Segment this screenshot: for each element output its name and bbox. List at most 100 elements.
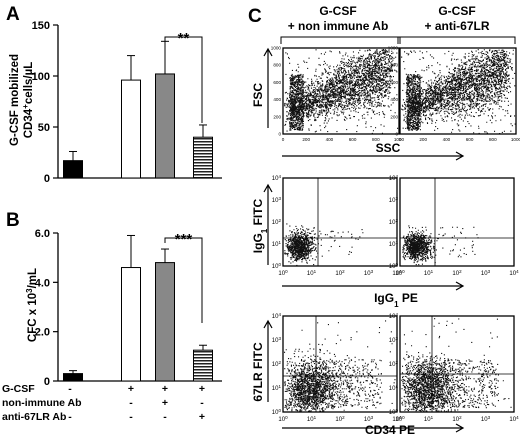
y-tick-label: 400 xyxy=(273,97,281,102)
y-tick-exp: 0 xyxy=(278,262,281,267)
condition-mark: + xyxy=(162,383,168,395)
y-tick-base: 10 xyxy=(389,176,396,182)
y-tick-exp: 3 xyxy=(278,336,281,341)
x-tick-exp: 3 xyxy=(371,415,374,420)
y-tick-base: 10 xyxy=(389,264,396,270)
x-tick-base: 10 xyxy=(278,271,285,277)
y-tick-base: 10 xyxy=(389,386,396,392)
condition-mark: - xyxy=(163,411,167,423)
y-tick-base: 10 xyxy=(389,242,396,248)
x-tick-base: 10 xyxy=(335,417,342,423)
x-tick-base: 10 xyxy=(395,417,402,423)
y-tick-label: 4.0 xyxy=(35,277,50,289)
y-tick-label: 102 xyxy=(272,218,282,227)
y-tick-label: 102 xyxy=(389,360,399,369)
y-tick-label: 200 xyxy=(390,114,398,119)
x-tick-label: 100 xyxy=(278,269,288,278)
x-tick-label: 800 xyxy=(372,137,380,142)
x-tick-label: 104 xyxy=(509,415,519,424)
x-tick-base: 10 xyxy=(392,271,399,277)
condition-mark: - xyxy=(200,397,204,409)
bar xyxy=(193,136,213,179)
x-tick-label: 101 xyxy=(424,269,434,278)
col2-title-bracket xyxy=(397,36,516,44)
y-tick-base: 10 xyxy=(389,314,396,320)
x-tick-label: 0 xyxy=(399,137,402,142)
x-tick-exp: 2 xyxy=(459,415,462,420)
x-tick-label: 0 xyxy=(282,137,285,142)
row1-ylabel: FSC xyxy=(251,83,265,107)
y-tick-base: 10 xyxy=(272,386,279,392)
row1-y-arrow xyxy=(263,47,273,128)
flow-cytometry-plots: 0020020040040060060080080010001000002002… xyxy=(271,46,520,424)
x-tick-base: 10 xyxy=(278,417,285,423)
y-tick-label: 100 xyxy=(389,408,399,417)
y-tick-label: 103 xyxy=(272,196,282,205)
x-tick-label: 200 xyxy=(419,137,427,142)
x-tick-exp: 1 xyxy=(431,269,434,274)
x-tick-label: 104 xyxy=(509,269,519,278)
y-tick-label: 150 xyxy=(32,20,50,32)
row2-y-arrow xyxy=(263,183,273,265)
x-tick-exp: 3 xyxy=(488,415,491,420)
plot-frame xyxy=(282,47,400,135)
x-tick-label: 102 xyxy=(452,269,462,278)
significance-bracket xyxy=(164,36,203,123)
y-tick-label: 800 xyxy=(390,63,398,68)
x-tick-exp: 4 xyxy=(399,269,402,274)
y-tick-exp: 1 xyxy=(395,384,398,389)
x-tick-base: 10 xyxy=(481,271,488,277)
panel-b-letter: B xyxy=(6,210,20,231)
x-tick-label: 400 xyxy=(443,137,451,142)
y-tick-label: 0 xyxy=(278,132,281,137)
x-tick-exp: 3 xyxy=(371,269,374,274)
y-tick-label: 600 xyxy=(390,80,398,85)
condition-mark: - xyxy=(68,397,72,409)
x-tick-exp: 0 xyxy=(402,269,405,274)
x-tick-label: 200 xyxy=(302,137,310,142)
y-tick-label: 101 xyxy=(389,384,399,393)
x-tick-exp: 2 xyxy=(342,269,345,274)
x-tick-label: 103 xyxy=(481,269,491,278)
x-tick-base: 10 xyxy=(307,417,314,423)
x-tick-exp: 2 xyxy=(342,415,345,420)
x-tick-exp: 2 xyxy=(459,269,462,274)
plot-frame xyxy=(399,315,515,413)
condition-mark: + xyxy=(199,411,205,423)
y-tick-label: 103 xyxy=(272,336,282,345)
significance-stars: *** xyxy=(175,231,193,248)
x-tick-label: 101 xyxy=(307,269,317,278)
condition-mark: + xyxy=(128,383,134,395)
y-tick-exp: 2 xyxy=(395,218,398,223)
event-dots xyxy=(402,225,479,266)
y-tick-label: 101 xyxy=(272,384,282,393)
y-tick-exp: 1 xyxy=(278,384,281,389)
event-dots xyxy=(401,49,516,135)
y-tick-label: 101 xyxy=(272,240,282,249)
event-dots xyxy=(401,318,512,413)
x-tick-label: 103 xyxy=(364,415,374,424)
x-tick-label: 102 xyxy=(335,269,345,278)
event-dots xyxy=(284,223,364,266)
condition-mark: + xyxy=(199,383,205,395)
y-tick-label: 800 xyxy=(273,63,281,68)
x-tick-exp: 4 xyxy=(516,269,519,274)
y-tick-base: 10 xyxy=(272,264,279,270)
y-tick-exp: 0 xyxy=(278,408,281,413)
y-tick-label: 104 xyxy=(272,312,282,321)
y-tick-exp: 0 xyxy=(395,408,398,413)
y-tick-exp: 3 xyxy=(395,336,398,341)
x-tick-exp: 0 xyxy=(402,415,405,420)
y-tick-base: 10 xyxy=(389,220,396,226)
row3-y-arrow xyxy=(263,319,273,402)
y-tick-label: 102 xyxy=(389,218,399,227)
y-tick-label: 100 xyxy=(272,262,282,271)
y-tick-label: 200 xyxy=(273,114,281,119)
y-tick-label: 103 xyxy=(389,196,399,205)
y-tick-label: 103 xyxy=(389,336,399,345)
x-tick-label: 1000 xyxy=(511,137,520,142)
x-tick-exp: 4 xyxy=(399,415,402,420)
x-tick-label: 101 xyxy=(307,415,317,424)
